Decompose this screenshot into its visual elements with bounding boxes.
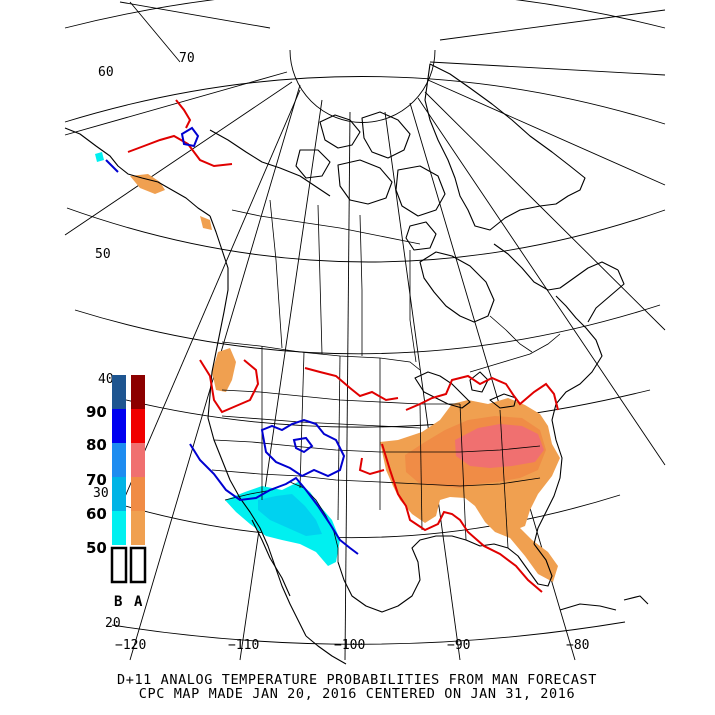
above-contour-alaska — [127, 134, 233, 168]
below-region-southwest-60 — [258, 494, 322, 536]
below-normal-shading — [95, 152, 340, 566]
legend-below-label: B — [114, 594, 122, 610]
above-contour-northwest — [199, 359, 260, 414]
legend-above-swatch-80 — [131, 409, 145, 443]
below-region-alaska-west — [95, 152, 104, 162]
below-contour-bering — [105, 159, 119, 173]
coastlines — [64, 63, 649, 665]
lat-label-20: 20 — [105, 616, 121, 631]
lat-label-50: 50 — [95, 247, 111, 262]
map-caption: D+11 ANALOG TEMPERATURE PROBABILITIES FR… — [117, 672, 597, 702]
above-contour-southeast — [358, 457, 385, 476]
legend-level-70: 70 — [86, 471, 107, 489]
lat-label-60: 60 — [98, 65, 114, 80]
graticule-labels: −120 −110 −100 −90 −80 70 60 50 40 30 20 — [93, 51, 589, 653]
legend-above-swatch-90 — [131, 375, 145, 409]
above-region-northwest — [212, 348, 236, 392]
legend-level-60: 60 — [86, 505, 107, 523]
above-contour-northeast — [405, 374, 559, 411]
legend-level-50: 50 — [86, 539, 107, 557]
legend-below-swatch-60 — [112, 477, 126, 511]
above-contour-lakes — [304, 367, 399, 402]
legend-below-swatch-80 — [112, 409, 126, 443]
lat-label-40: 40 — [98, 372, 114, 387]
lon-label-120: −120 — [115, 638, 146, 653]
below-contour-southwest — [189, 443, 359, 555]
above-region-southeast-70 — [455, 424, 544, 468]
below-contour-alaska — [180, 126, 200, 148]
lat-label-70: 70 — [179, 51, 195, 66]
legend-below-swatch-none — [110, 546, 128, 584]
legend-above-column — [129, 375, 147, 584]
legend-below-swatch-50 — [112, 511, 126, 545]
legend-below-swatch-90 — [112, 375, 126, 409]
lon-label-110: −110 — [228, 638, 259, 653]
legend-above-label: A — [134, 594, 143, 610]
legend-level-80: 80 — [86, 436, 107, 454]
below-contour-plains — [260, 418, 346, 478]
legend-below-column — [110, 375, 128, 584]
caption-line-2: CPC MAP MADE JAN 20, 2016 CENTERED ON JA… — [139, 686, 575, 702]
lon-label-80: −80 — [566, 638, 589, 653]
legend-above-swatch-50 — [131, 511, 145, 545]
legend-above-swatch-none — [129, 546, 147, 584]
lat-label-30: 30 — [93, 486, 109, 501]
above-region-panhandle — [200, 216, 212, 230]
lon-label-100: −100 — [334, 638, 365, 653]
legend-above-swatch-60 — [131, 477, 145, 511]
legend-below-swatch-70 — [112, 443, 126, 477]
below-contour-ring — [292, 436, 314, 454]
above-normal-shading — [130, 174, 560, 582]
legend-above-swatch-70 — [131, 443, 145, 477]
above-contour-east — [381, 443, 543, 593]
below-contours — [105, 126, 359, 555]
above-contour-alaska-north — [175, 99, 192, 129]
caption-line-1: D+11 ANALOG TEMPERATURE PROBABILITIES FR… — [117, 672, 597, 688]
legend-level-90: 90 — [86, 403, 107, 421]
above-region-alaska — [130, 174, 165, 194]
probability-legend: 90 80 70 60 50 B A — [86, 375, 147, 610]
above-contours — [127, 99, 559, 593]
lon-label-90: −90 — [447, 638, 470, 653]
